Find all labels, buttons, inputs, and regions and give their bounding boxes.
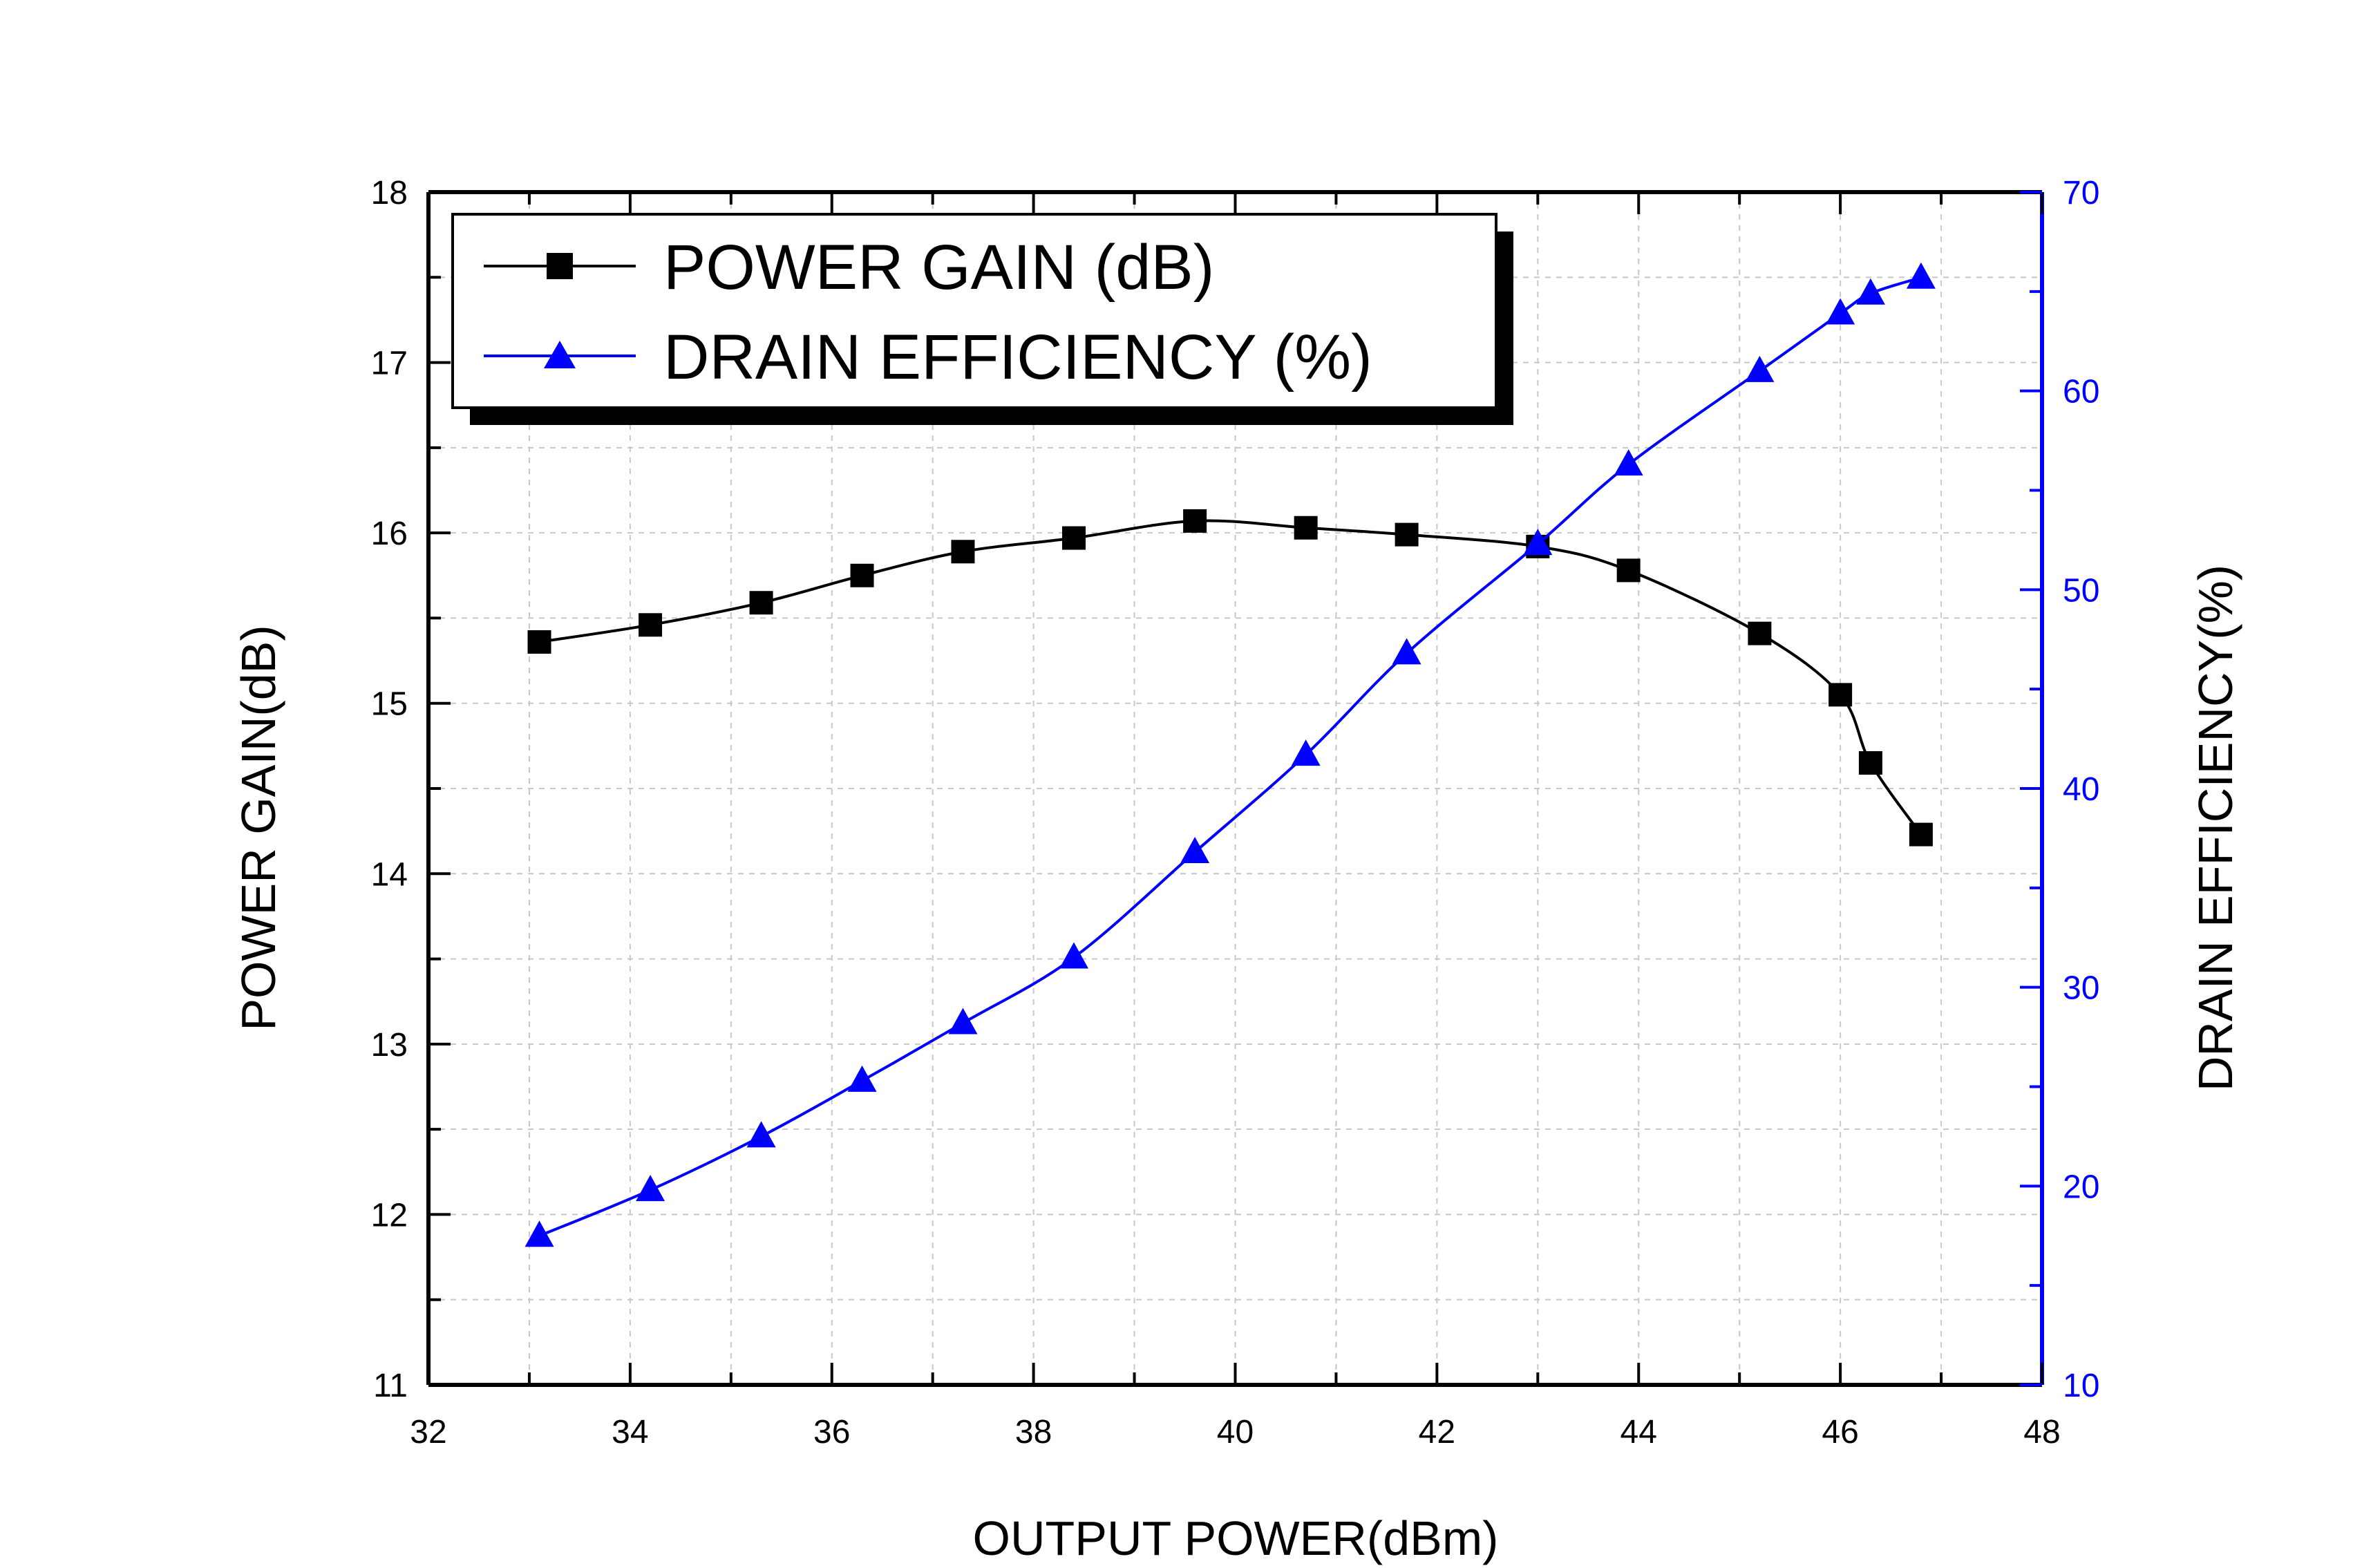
data-point-square [1183,509,1207,533]
x-tick-label: 46 [1822,1414,1858,1451]
legend-gain-marker [547,253,573,279]
data-point-triangle [1291,739,1321,766]
data-point-square [1748,621,1772,645]
y2-tick-label: 20 [2063,1169,2099,1205]
data-point-square [749,591,773,615]
data-point-square [1828,683,1853,707]
right-y-axis-title: DRAIN EFFICIENCY(%) [2189,565,2242,1091]
x-tick-label: 38 [1015,1414,1052,1451]
data-point-triangle [1180,837,1210,864]
y2-tick-label: 40 [2063,771,2099,808]
legend-box [451,213,1497,409]
data-point-triangle [1855,278,1885,305]
y2-tick-label: 10 [2063,1368,2099,1404]
x-tick-label: 36 [813,1414,850,1451]
data-point-triangle [1392,638,1421,665]
data-point-square [639,613,663,637]
data-point-square [1909,822,1933,847]
x-tick-label: 32 [410,1414,446,1451]
x-tick-label: 40 [1217,1414,1254,1451]
data-point-triangle [636,1175,665,1202]
legend-efficiency-label: DRAIN EFFICIENCY (%) [663,322,1372,393]
data-point-square [1395,522,1419,547]
y-tick-label: 16 [371,516,408,552]
data-point-triangle [948,1008,978,1035]
legend-efficiency-marker [544,341,576,368]
series-line [539,519,1922,835]
x-tick-label: 48 [2023,1414,2060,1451]
data-point-square [951,540,975,564]
data-point-triangle [1614,449,1643,476]
data-point-triangle [1906,262,1936,289]
series-layer [525,262,1936,1247]
data-point-square [850,563,874,587]
data-point-square [1616,558,1641,583]
data-point-triangle [1523,529,1553,556]
data-point-square [1294,516,1318,540]
data-point-triangle [746,1121,776,1148]
x-tick-label: 42 [1419,1414,1455,1451]
data-point-triangle [525,1220,554,1247]
y-tick-label: 12 [371,1197,408,1234]
data-point-triangle [847,1065,877,1092]
y2-tick-label: 70 [2063,175,2099,211]
legend-gain-label: POWER GAIN (dB) [663,232,1214,303]
left-y-axis-title: POWER GAIN(dB) [231,625,285,1030]
y2-tick-label: 50 [2063,572,2099,609]
x-tick-label: 44 [1620,1414,1657,1451]
y-tick-label: 14 [371,856,408,893]
y-tick-label: 11 [373,1368,408,1404]
data-point-square [1858,751,1882,775]
data-point-square [1062,526,1086,550]
y-tick-label: 15 [371,686,408,723]
y-tick-label: 18 [371,175,408,211]
data-point-triangle [1826,298,1855,325]
data-point-triangle [1059,942,1088,969]
left-y-axis-ticks: 11 12 13 14 15 16 17 18 [371,175,451,1404]
x-axis-ticks: 32 34 36 38 40 42 44 46 48 [410,192,2061,1451]
right-y-axis-ticks: 10 20 30 40 50 60 70 [2020,175,2099,1404]
data-point-triangle [1745,355,1775,382]
data-point-square [527,630,551,654]
y-tick-label: 13 [371,1027,408,1064]
y2-tick-label: 60 [2063,374,2099,410]
legend: POWER GAIN (dB) DRAIN EFFICIENCY (%) [451,213,1513,425]
y2-tick-label: 30 [2063,970,2099,1007]
x-axis-title: OUTPUT POWER(dBm) [973,1511,1499,1565]
series-power-gain [527,509,1933,847]
y-tick-label: 17 [371,346,408,382]
series-drain-efficiency [525,262,1936,1247]
x-tick-label: 34 [612,1414,648,1451]
